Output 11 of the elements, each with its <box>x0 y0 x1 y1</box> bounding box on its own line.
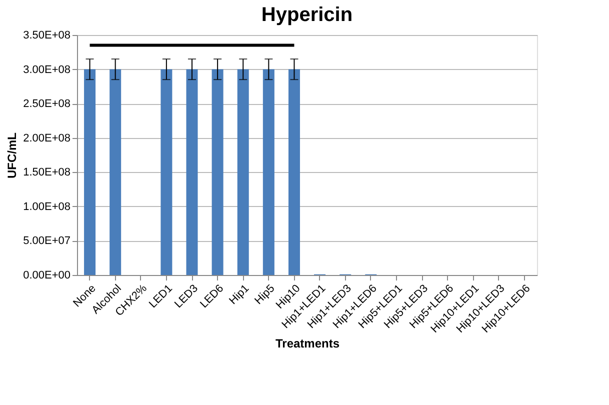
y-tick-label: 1.00E+08 <box>23 200 70 213</box>
x-axis-title: Treatments <box>275 336 340 351</box>
y-tick-label: 3.00E+08 <box>23 64 70 76</box>
chart-title: Hypericin <box>261 4 353 26</box>
y-tick-label: 3.50E+08 <box>23 30 70 42</box>
y-tick-label: 0.00E+00 <box>23 270 70 282</box>
y-tick-label: 2.00E+08 <box>23 132 70 144</box>
y-tick-label: 1.50E+08 <box>23 166 70 179</box>
y-tick-label: 5.00E+07 <box>23 235 70 248</box>
y-tick-label: 2.50E+08 <box>23 98 70 110</box>
y-axis-title: UFC/mL <box>5 132 20 178</box>
